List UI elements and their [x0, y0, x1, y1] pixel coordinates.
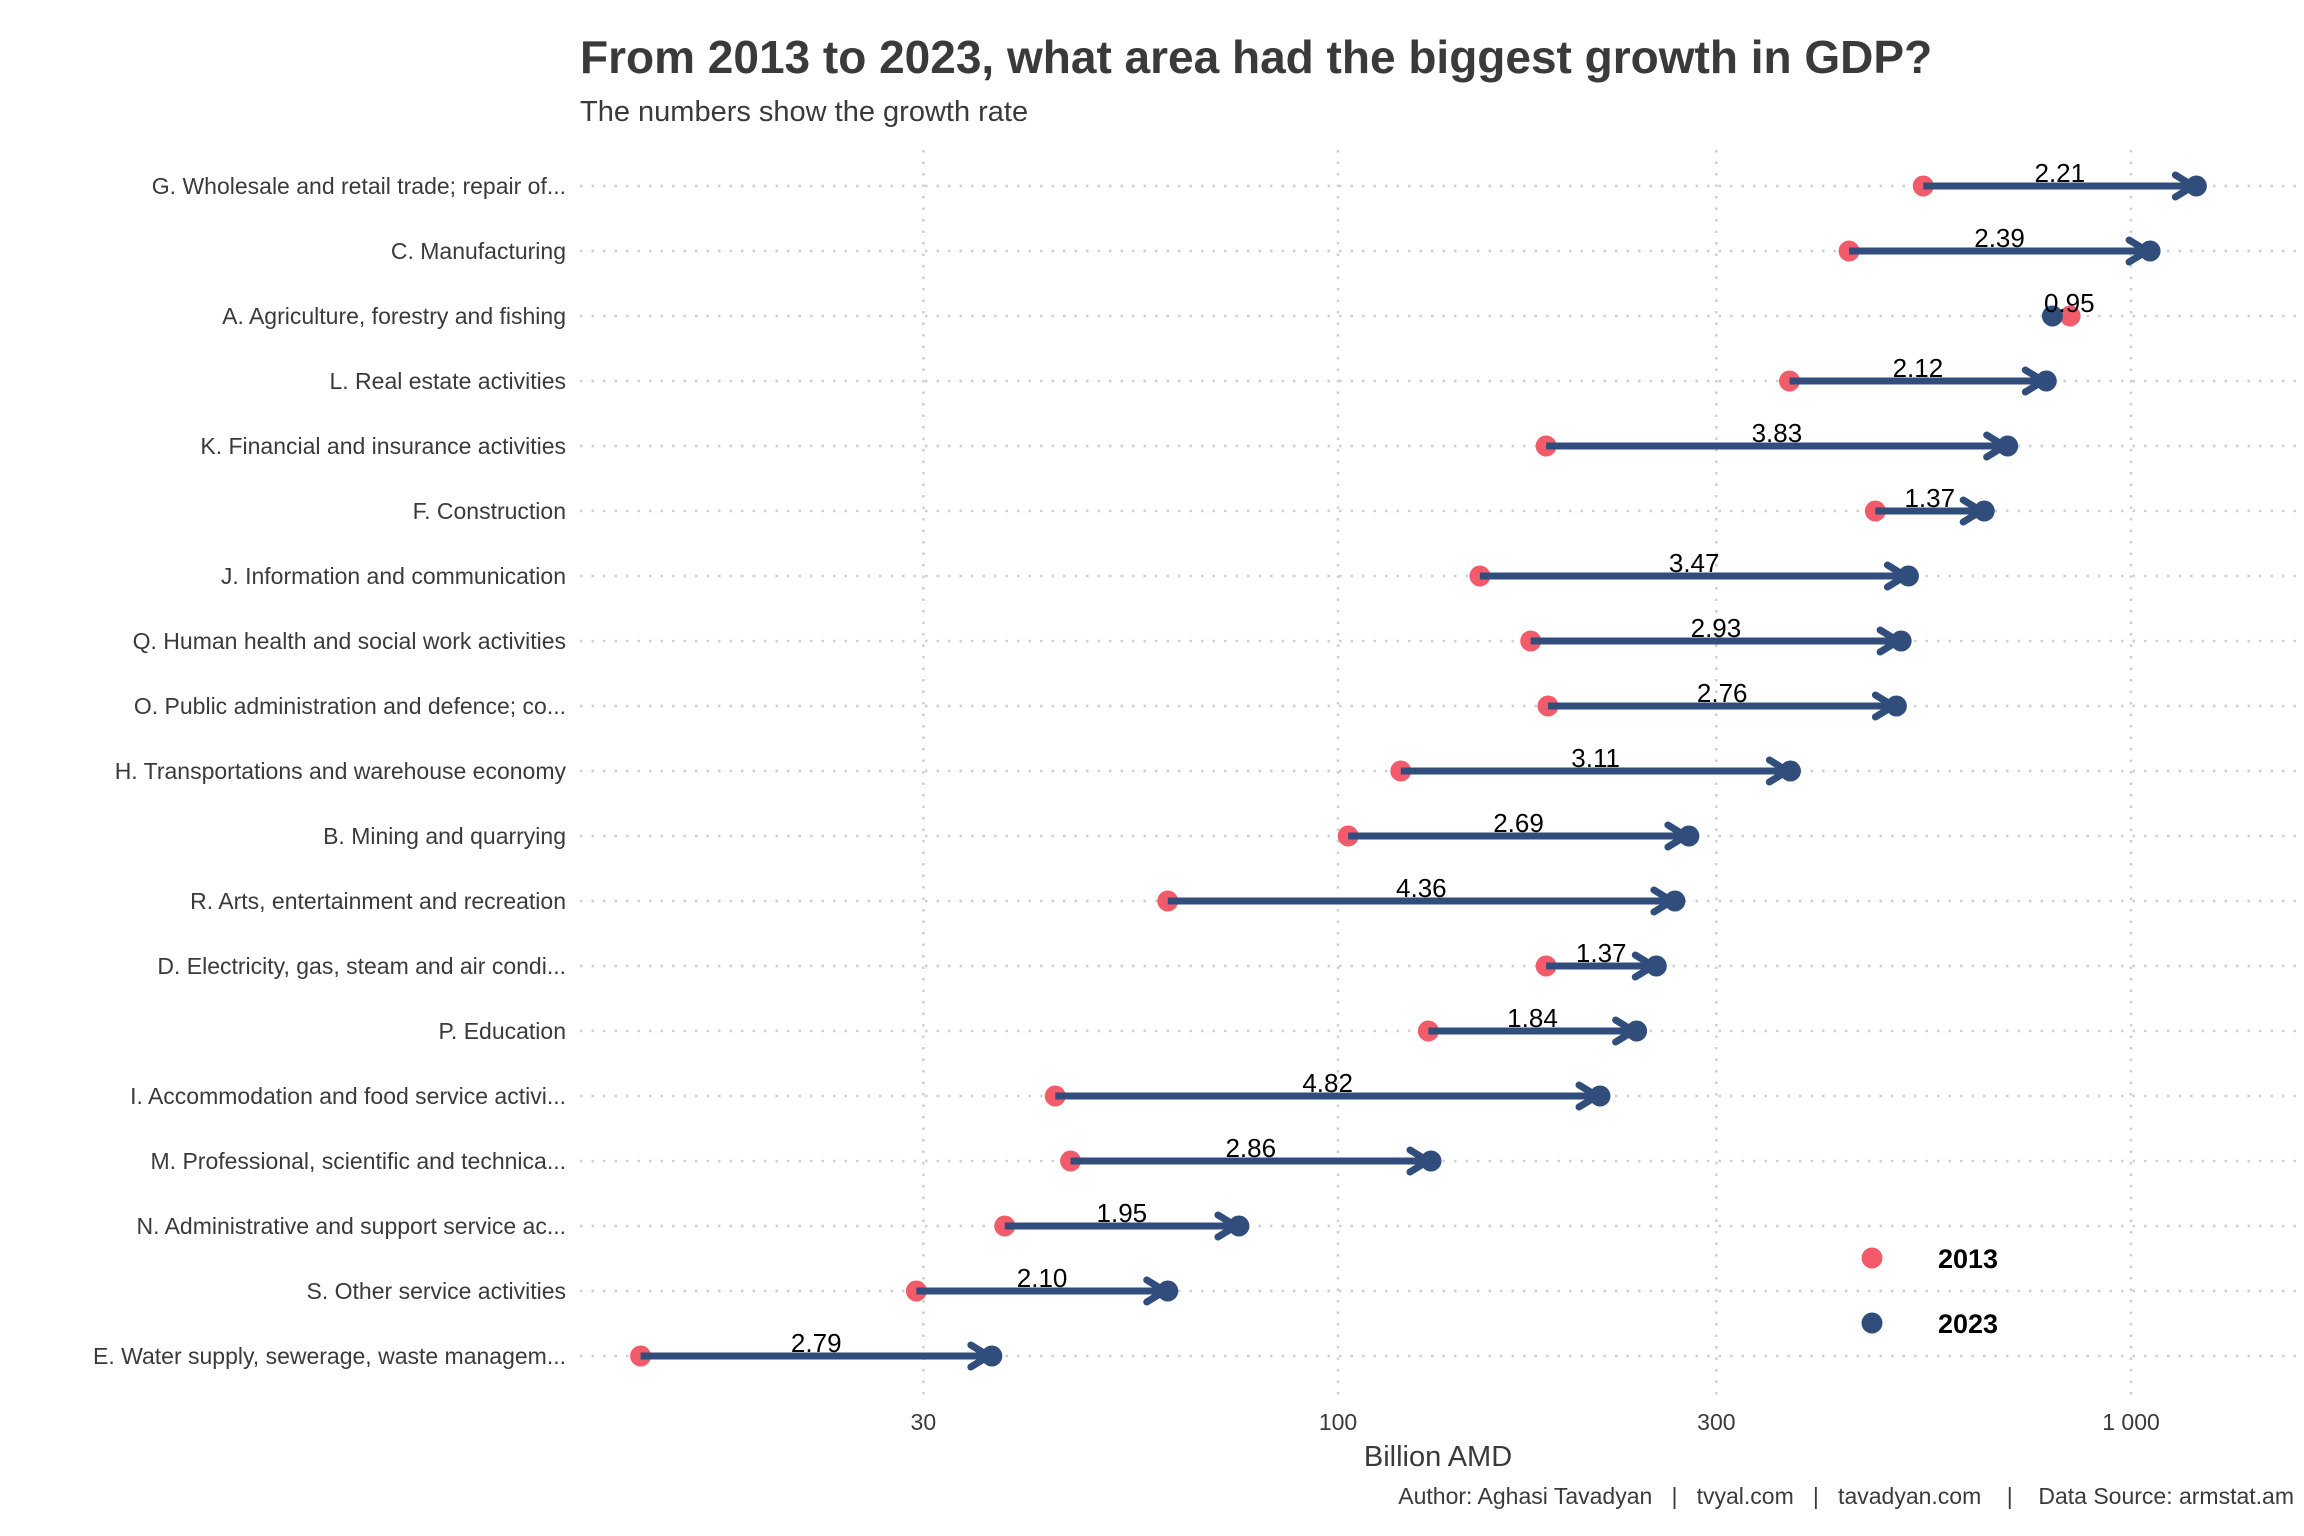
growth-rate-label: 1.84 [1507, 1003, 1558, 1033]
x-axis: 30 100 300 1 000 [911, 1409, 2160, 1435]
growth-rate-label: 2.21 [2034, 158, 2085, 188]
dumbbell-row: 3.11 [1390, 743, 1801, 786]
growth-rate-label: 1.95 [1097, 1198, 1148, 1228]
growth-rate-label: 3.83 [1752, 418, 1803, 448]
legend-key-2013 [1861, 1247, 1883, 1269]
growth-rate-label: 1.37 [1904, 483, 1955, 513]
y-tick-label: B. Mining and quarrying [323, 823, 566, 849]
point-2023 [1885, 695, 1907, 717]
point-2023 [1420, 1150, 1442, 1172]
y-tick-label: C. Manufacturing [391, 238, 566, 264]
point-2023 [1589, 1085, 1611, 1107]
dumbbell-row: 2.79 [630, 1328, 1003, 1371]
point-2023 [1157, 1280, 1179, 1302]
y-tick-label: F. Construction [413, 498, 566, 524]
chart-subtitle: The numbers show the growth rate [580, 96, 1029, 128]
growth-rate-label: 2.12 [1893, 353, 1944, 383]
y-tick-label: N. Administrative and support service ac… [136, 1213, 566, 1239]
dumbbell-row: 2.93 [1520, 613, 1912, 656]
growth-rate-label: 4.82 [1302, 1068, 1353, 1098]
legend-label-2013: 2013 [1938, 1244, 1998, 1274]
dumbbell-row: 1.84 [1417, 1003, 1648, 1046]
point-2023 [1664, 890, 1686, 912]
y-tick-label: P. Education [439, 1018, 566, 1044]
y-tick-label: R. Arts, entertainment and recreation [190, 888, 566, 914]
point-2023 [1973, 500, 1995, 522]
chart-marks: 2.21 2.39 0.95 2.12 3.83 1.37 3.47 2.93 2.76 3.11… [630, 158, 2207, 1371]
caption: Author: Aghasi Tavadyan | tvyal.com | ta… [1398, 1483, 2294, 1509]
dumbbell-row: 2.12 [1779, 353, 2057, 396]
growth-rate-label: 4.36 [1396, 873, 1447, 903]
dumbbell-row: 0.95 [2041, 288, 2095, 327]
legend-key-2023 [1861, 1312, 1883, 1334]
dumbbell-row: 2.39 [1838, 223, 2161, 266]
growth-rate-label: 2.76 [1697, 678, 1748, 708]
point-2023 [1645, 955, 1667, 977]
x-tick-label: 100 [1319, 1409, 1357, 1435]
point-2023 [2139, 240, 2161, 262]
y-tick-label: A. Agriculture, forestry and fishing [222, 303, 566, 329]
growth-rate-label: 3.11 [1571, 743, 1620, 773]
point-2023 [1228, 1215, 1250, 1237]
dumbbell-row: 2.10 [905, 1263, 1179, 1306]
growth-rate-label: 1.37 [1576, 938, 1627, 968]
y-tick-label: I. Accommodation and food service activi… [130, 1083, 566, 1109]
y-axis: G. Wholesale and retail trade; repair of… [93, 173, 566, 1369]
growth-rate-label: 3.47 [1669, 548, 1720, 578]
dumbbell-row: 1.37 [1535, 938, 1667, 981]
growth-rate-label: 2.10 [1017, 1263, 1068, 1293]
y-tick-label: G. Wholesale and retail trade; repair of… [152, 173, 566, 199]
growth-rate-label: 0.95 [2044, 288, 2095, 318]
dumbbell-row: 1.37 [1864, 483, 1995, 526]
y-tick-label: K. Financial and insurance activities [200, 433, 566, 459]
y-tick-label: J. Information and communication [221, 563, 566, 589]
dumbbell-row: 1.95 [994, 1198, 1250, 1241]
dumbbell-row: 2.69 [1337, 808, 1700, 851]
y-tick-label: H. Transportations and warehouse economy [115, 758, 567, 784]
point-2013 [2059, 305, 2081, 327]
dumbbell-row: 2.21 [1912, 158, 2207, 201]
y-tick-label: Q. Human health and social work activiti… [133, 628, 566, 654]
growth-rate-label: 2.93 [1691, 613, 1742, 643]
growth-rate-label: 2.86 [1225, 1133, 1276, 1163]
legend: 2013 2023 [1861, 1244, 1998, 1339]
dumbbell-row: 2.76 [1537, 678, 1907, 721]
x-axis-title: Billion AMD [1364, 1441, 1512, 1473]
growth-rate-label: 2.79 [791, 1328, 842, 1358]
point-2023 [1897, 565, 1919, 587]
dumbbell-row: 4.36 [1157, 873, 1686, 916]
point-2023 [2041, 305, 2063, 327]
chart-title: From 2013 to 2023, what area had the big… [580, 31, 1933, 83]
y-tick-label: E. Water supply, sewerage, waste managem… [93, 1343, 566, 1369]
y-tick-label: O. Public administration and defence; co… [134, 693, 566, 719]
point-2023 [1678, 825, 1700, 847]
y-tick-label: L. Real estate activities [329, 368, 566, 394]
point-2023 [1779, 760, 1801, 782]
x-tick-label: 30 [911, 1409, 937, 1435]
dumbbell-row: 3.83 [1535, 418, 2019, 461]
point-2023 [2185, 175, 2207, 197]
point-2023 [981, 1345, 1003, 1367]
point-2023 [1997, 435, 2019, 457]
dumbbell-row: 4.82 [1044, 1068, 1611, 1111]
point-2023 [2035, 370, 2057, 392]
growth-rate-label: 2.69 [1493, 808, 1544, 838]
dumbbell-row: 3.47 [1469, 548, 1919, 591]
legend-label-2023: 2023 [1938, 1309, 1998, 1339]
x-tick-label: 1 000 [2102, 1409, 2160, 1435]
growth-rate-label: 2.39 [1974, 223, 2025, 253]
y-tick-label: S. Other service activities [307, 1278, 566, 1304]
point-2023 [1890, 630, 1912, 652]
y-tick-label: M. Professional, scientific and technica… [151, 1148, 566, 1174]
point-2023 [1626, 1020, 1648, 1042]
y-tick-label: D. Electricity, gas, steam and air condi… [157, 953, 566, 979]
x-tick-label: 300 [1697, 1409, 1735, 1435]
dumbbell-row: 2.86 [1060, 1133, 1442, 1176]
